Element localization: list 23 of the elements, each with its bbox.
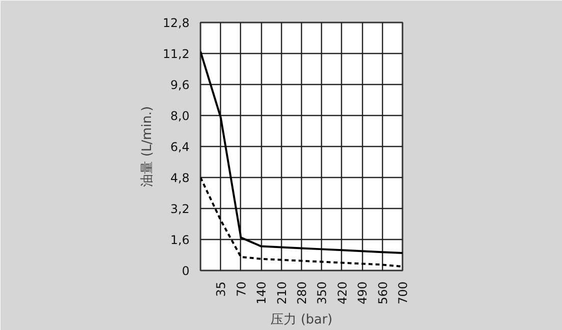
x-tick-label: 350 (315, 282, 330, 304)
x-tick-label: 700 (396, 282, 410, 304)
y-tick-label: 11,2 (162, 47, 190, 61)
y-tick-label: 0 (182, 264, 190, 278)
x-tick-label: 70 (234, 281, 248, 297)
x-axis-title: 压力 (bar) (270, 312, 332, 328)
x-tick-label: 560 (376, 282, 390, 304)
y-axis-title: 油量 (L/min.) (140, 106, 155, 187)
y-tick-label: 6,4 (170, 140, 190, 154)
y-tick-label: 9,6 (170, 78, 190, 92)
line-series (200, 50, 402, 254)
line-series (200, 176, 402, 268)
y-tick-label: 12,8 (162, 16, 190, 30)
y-tick-label: 8,0 (170, 109, 190, 123)
x-tick-label: 280 (295, 282, 309, 304)
x-tick-label: 35 (214, 281, 228, 297)
y-tick-label: 1,6 (170, 233, 190, 247)
y-tick-label: 4,8 (170, 171, 190, 185)
x-tick-label: 140 (254, 282, 269, 304)
x-tick-label: 420 (335, 282, 350, 304)
x-tick-label: 490 (356, 282, 370, 304)
y-tick-label: 3,2 (170, 202, 190, 216)
x-tick-label: 210 (274, 282, 289, 304)
